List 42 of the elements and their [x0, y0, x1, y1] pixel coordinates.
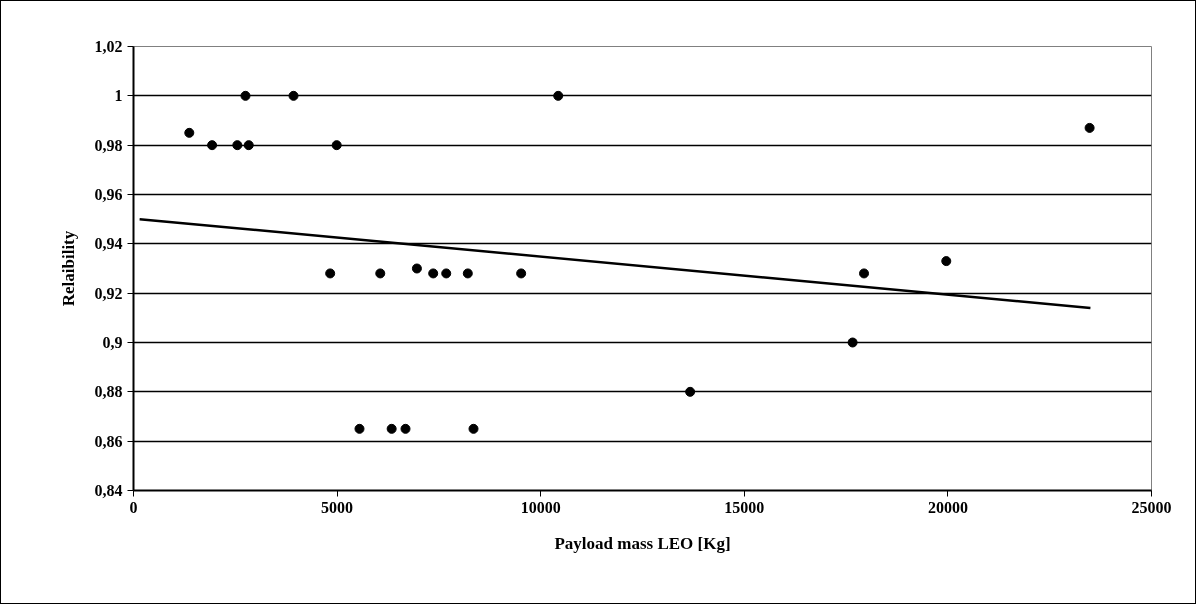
- point: [288, 90, 299, 101]
- x-axis-title: Payload mass LEO [Kg]: [554, 533, 731, 553]
- point: [375, 268, 386, 279]
- y-tick-label: 0,92: [94, 284, 123, 302]
- point: [468, 423, 479, 434]
- y-tick-label: 0,86: [94, 432, 123, 450]
- point: [325, 268, 336, 279]
- point: [685, 386, 696, 397]
- x-tick-label: 15000: [724, 498, 765, 516]
- point: [553, 90, 564, 101]
- point: [386, 423, 397, 434]
- y-tick-label: 0,94: [94, 235, 123, 253]
- y-tick-label: 0,88: [94, 383, 123, 401]
- point: [516, 268, 527, 279]
- y-tick-label: 1: [114, 87, 123, 105]
- point: [243, 140, 254, 151]
- point: [462, 268, 473, 279]
- point: [184, 127, 195, 138]
- point: [1084, 122, 1095, 133]
- point: [428, 268, 439, 279]
- point: [411, 263, 422, 274]
- point: [400, 423, 411, 434]
- point: [354, 423, 365, 434]
- point: [941, 256, 952, 267]
- x-tick-label: 10000: [520, 498, 561, 516]
- point: [207, 140, 218, 151]
- y-tick-label: 0,96: [94, 186, 123, 203]
- point: [859, 268, 870, 279]
- point: [441, 268, 452, 279]
- y-tick-label: 0,84: [94, 482, 123, 499]
- x-tick-label: 5000: [321, 498, 354, 516]
- y-tick-label: 0,9: [102, 334, 123, 351]
- y-axis-title: Relaibility: [58, 230, 78, 307]
- x-tick-label: 25000: [1131, 498, 1172, 516]
- x-tick-label: 0: [129, 498, 138, 516]
- point: [331, 140, 342, 151]
- y-tick-label: 1,02: [94, 38, 123, 55]
- point: [240, 90, 251, 101]
- point: [847, 337, 858, 348]
- x-tick-label: 20000: [927, 498, 968, 516]
- point: [232, 140, 243, 151]
- y-tick-label: 0,98: [94, 136, 123, 154]
